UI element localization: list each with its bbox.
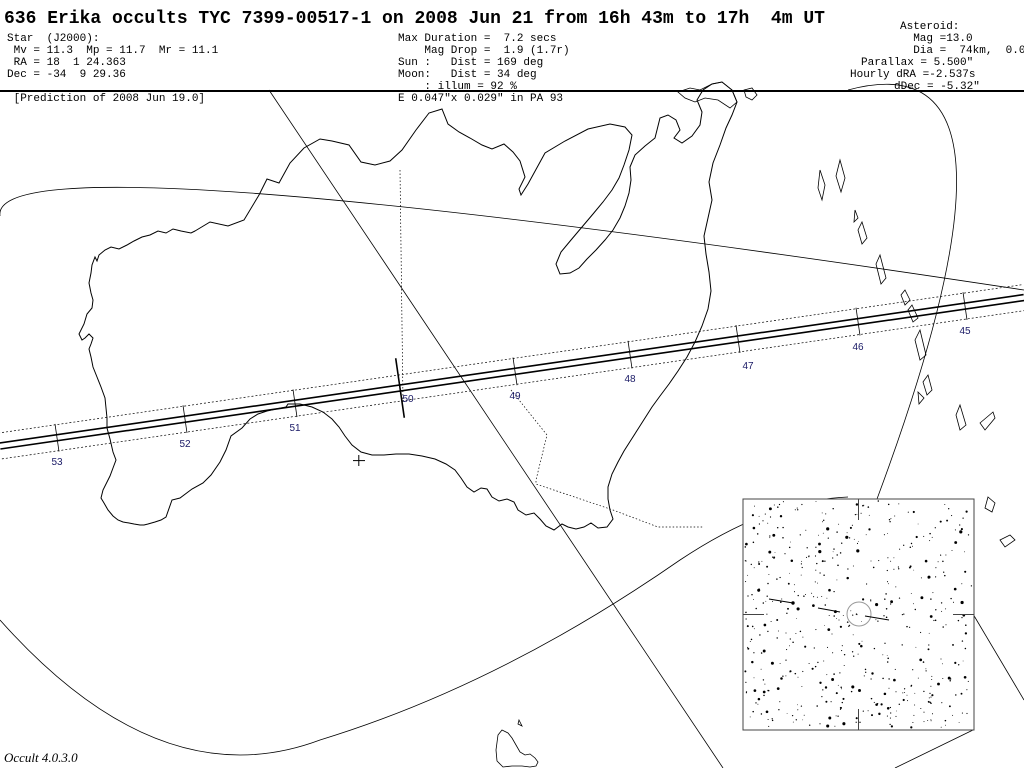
- svg-text:46: 46: [852, 342, 864, 353]
- svg-text:50: 50: [402, 394, 414, 405]
- svg-text:52: 52: [179, 439, 191, 450]
- svg-text:47: 47: [742, 361, 754, 372]
- svg-text:49: 49: [509, 391, 521, 402]
- svg-text:48: 48: [624, 374, 636, 385]
- svg-text:51: 51: [289, 423, 301, 434]
- svg-text:45: 45: [959, 326, 971, 337]
- svg-text:53: 53: [51, 457, 63, 468]
